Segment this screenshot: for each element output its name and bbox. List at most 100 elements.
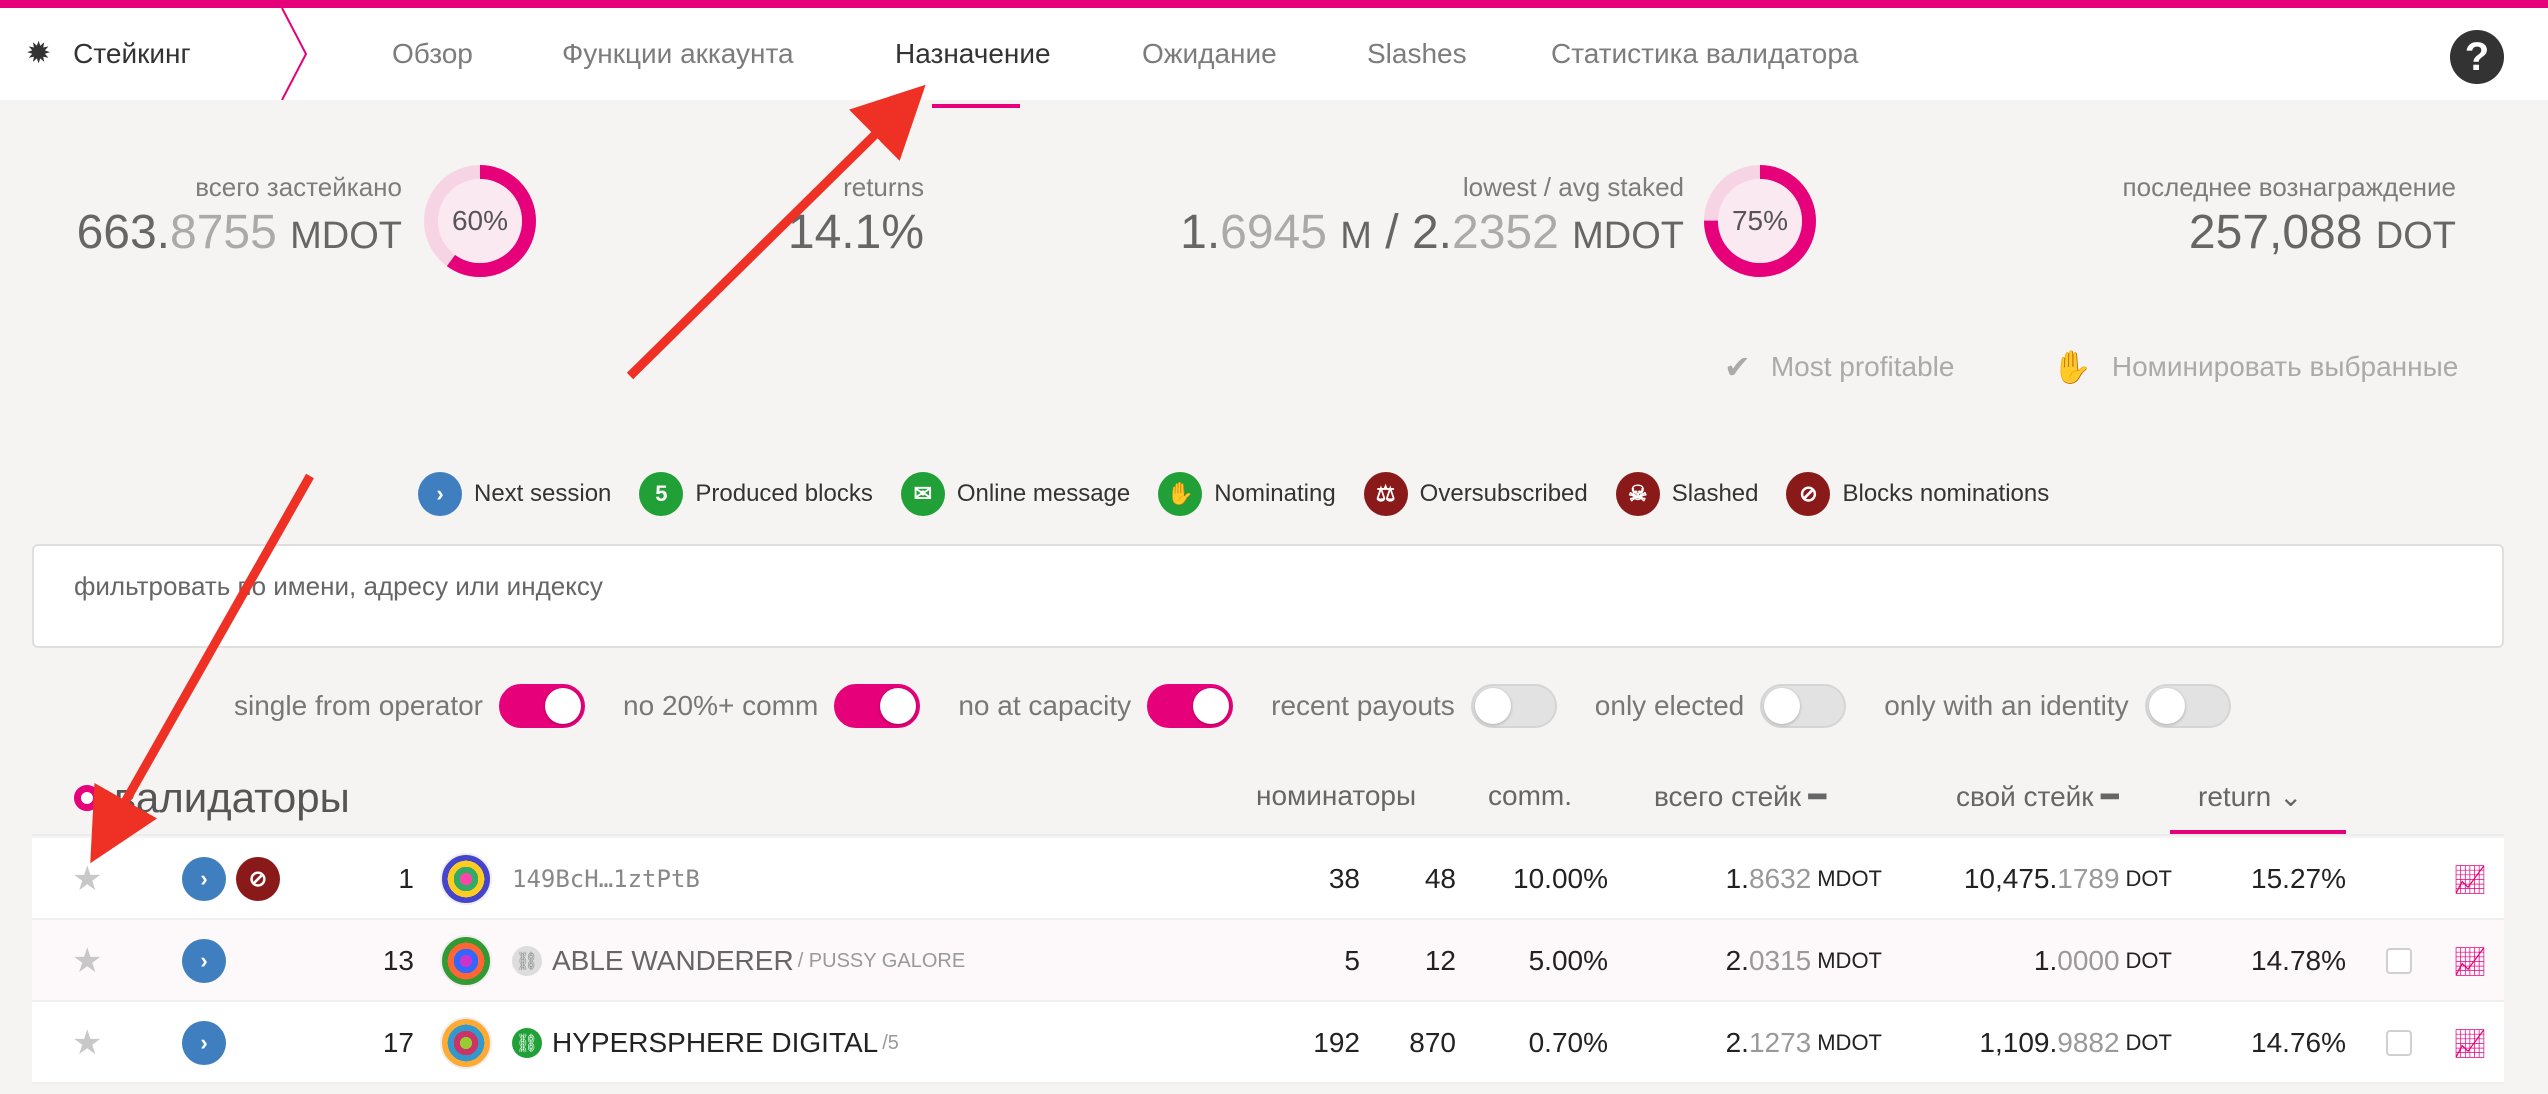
toggle-switch[interactable] [1147, 684, 1234, 728]
hand-icon: ✋ [2052, 349, 2092, 385]
select-checkbox[interactable] [2386, 1002, 2412, 1084]
header-commission[interactable]: comm. [1488, 780, 1572, 811]
summary-returns: returns 14.1% [788, 172, 924, 260]
commission: 5.00% [1528, 945, 1608, 976]
star-icon[interactable]: ★ [72, 860, 103, 898]
toggle-single-from-operator[interactable]: single from operator [234, 684, 586, 728]
legend-label: Online message [956, 480, 1131, 507]
brand-label: Стейкинг [73, 37, 191, 69]
next-session-badge: › [182, 1002, 226, 1084]
table-row[interactable]: ★ › ⊘ 1 149BcH…1ztPtB 38 48 10.00% 1. 863… [32, 838, 2504, 920]
validator-name[interactable]: ⛓ HYPERSPHERE DIGITAL/5 [512, 1002, 899, 1084]
tab-waiting[interactable]: Ожидание [1142, 38, 1277, 69]
toggle-switch[interactable] [1760, 684, 1847, 728]
active-tab-indicator [932, 104, 1020, 108]
validators-table: валидаторы номинаторы comm. всего стейк … [32, 756, 2504, 1094]
summary-label: всего застейкано [195, 172, 402, 202]
brand[interactable]: ✹ Стейкинг [26, 36, 191, 71]
own-stake: 1. 0000 DOT [2033, 945, 2172, 976]
star-icon[interactable]: ★ [72, 1024, 103, 1062]
legend-label: Blocks nominations [1842, 480, 2050, 507]
toggle-switch[interactable] [834, 684, 921, 728]
return-value: 15.27% [2251, 863, 2346, 894]
nominators-active: 38 [1328, 863, 1360, 894]
header-return[interactable]: return ⌄ [2198, 781, 2303, 812]
table-header: валидаторы номинаторы comm. всего стейк … [32, 756, 2504, 836]
hand-icon: ✋ [1158, 472, 1203, 516]
tab-targets[interactable]: Назначение [895, 38, 1051, 69]
tab-slashes[interactable]: Slashes [1367, 38, 1467, 69]
table-row[interactable]: ★ › 17 ⛓ HYPERSPHERE DIGITAL/5 192 870 0.… [32, 1002, 2504, 1084]
nominators-total: 48 [1424, 863, 1456, 894]
tab-account-actions[interactable]: Функции аккаунта [562, 38, 794, 69]
filter-input[interactable] [74, 566, 2454, 606]
toggle-no-20-comm[interactable]: no 20%+ comm [623, 684, 921, 728]
table-row[interactable]: ★ › 13 ⛓ ABLE WANDERER / PUSSY GALORE 5 12… [32, 920, 2504, 1002]
select-checkbox[interactable] [2386, 920, 2412, 1002]
chart-icon[interactable]: 📈︎ [2452, 863, 2488, 895]
legend-oversubscribed: ⚖ Oversubscribed [1363, 472, 1588, 516]
tab-overview[interactable]: Обзор [392, 38, 473, 69]
header-own-stake[interactable]: свой стейк ━ [1956, 781, 2119, 812]
validator-address[interactable]: 149BcH…1ztPtB [512, 865, 700, 893]
return-value: 14.78% [2251, 945, 2346, 976]
nominate-selected-button[interactable]: ✋ Номинировать выбранные [2052, 348, 2458, 386]
identicon [440, 920, 492, 1002]
legend-blocks-nominations: ⊘ Blocks nominations [1786, 472, 2049, 516]
identicon [440, 1002, 492, 1084]
summary-value: 1.6945 M / 2.2352 MDOT [1180, 206, 1684, 259]
summary-label: lowest / avg staked [1462, 172, 1684, 202]
legend-slashed: ☠ Slashed [1615, 472, 1759, 516]
chart-icon[interactable]: 📈︎ [2452, 1027, 2488, 1059]
summary-last-reward: последнее вознаграждение 257,088 DOT [2123, 172, 2456, 260]
top-accent-stripe [0, 0, 2548, 8]
validator-name[interactable]: ⛓ ABLE WANDERER / PUSSY GALORE [512, 920, 965, 1002]
total-stake: 2. 1273 MDOT [1725, 1027, 1882, 1058]
chart-icon[interactable]: 📈︎ [2452, 945, 2488, 977]
summary-value: 14.1% [787, 206, 924, 259]
summary-label: последнее вознаграждение [2122, 172, 2456, 202]
toggle-label: only elected [1594, 690, 1745, 721]
chevron-right-icon: › [418, 472, 462, 516]
link-icon: ⛓ [512, 1028, 542, 1058]
star-icon[interactable]: ★ [72, 942, 103, 980]
ring-percent: 75% [1731, 205, 1789, 236]
balance-scale-icon: ⚖ [1363, 472, 1408, 516]
toggle-recent-payouts[interactable]: recent payouts [1271, 684, 1557, 728]
toggle-switch[interactable] [2144, 684, 2231, 728]
legend-label: Oversubscribed [1419, 480, 1588, 507]
toggle-label: only with an identity [1884, 690, 2129, 721]
nominators-active: 5 [1344, 945, 1360, 976]
legend-produced-blocks: 5 Produced blocks [639, 472, 873, 516]
table-title: валидаторы [74, 774, 350, 822]
header-nominators[interactable]: номинаторы [1256, 780, 1417, 811]
legend-label: Nominating [1214, 480, 1336, 507]
record-icon [74, 785, 100, 811]
skull-icon: ☠ [1615, 472, 1660, 516]
lowest-avg-ring: 75% [1703, 164, 1817, 278]
toggle-label: recent payouts [1271, 690, 1455, 721]
summary-value: 663.8755 MDOT [76, 206, 402, 259]
legend-label: Slashed [1671, 480, 1759, 507]
toggle-no-at-capacity[interactable]: no at capacity [958, 684, 1234, 728]
toggle-only-with-identity[interactable]: only with an identity [1884, 684, 2231, 728]
tab-validator-stats[interactable]: Статистика валидатора [1551, 38, 1859, 69]
toggle-switch[interactable] [499, 684, 586, 728]
nominate-selected-label: Номинировать выбранные [2111, 351, 2459, 382]
header-total-stake[interactable]: всего стейк ━ [1654, 781, 1826, 812]
nominators-active: 192 [1313, 1027, 1360, 1058]
toggle-switch[interactable] [1470, 684, 1557, 728]
own-stake: 1,109. 9882 DOT [1979, 1027, 2172, 1058]
help-icon[interactable]: ? [2450, 30, 2504, 84]
legend-label: Produced blocks [695, 480, 873, 507]
toggle-only-elected[interactable]: only elected [1594, 684, 1847, 728]
legend-label: Next session [474, 480, 612, 507]
legend-nominating: ✋ Nominating [1158, 472, 1336, 516]
next-session-badge: › [182, 838, 226, 920]
most-profitable-button[interactable]: ✔ Most profitable [1724, 348, 1954, 386]
validator-rank: 13 [382, 945, 414, 976]
table-title-label: валидаторы [114, 774, 350, 821]
validator-rank: 1 [398, 863, 414, 894]
status-legend: › Next session 5 Produced blocks ✉ Online m… [418, 472, 2049, 516]
toggle-label: no 20%+ comm [623, 690, 819, 721]
